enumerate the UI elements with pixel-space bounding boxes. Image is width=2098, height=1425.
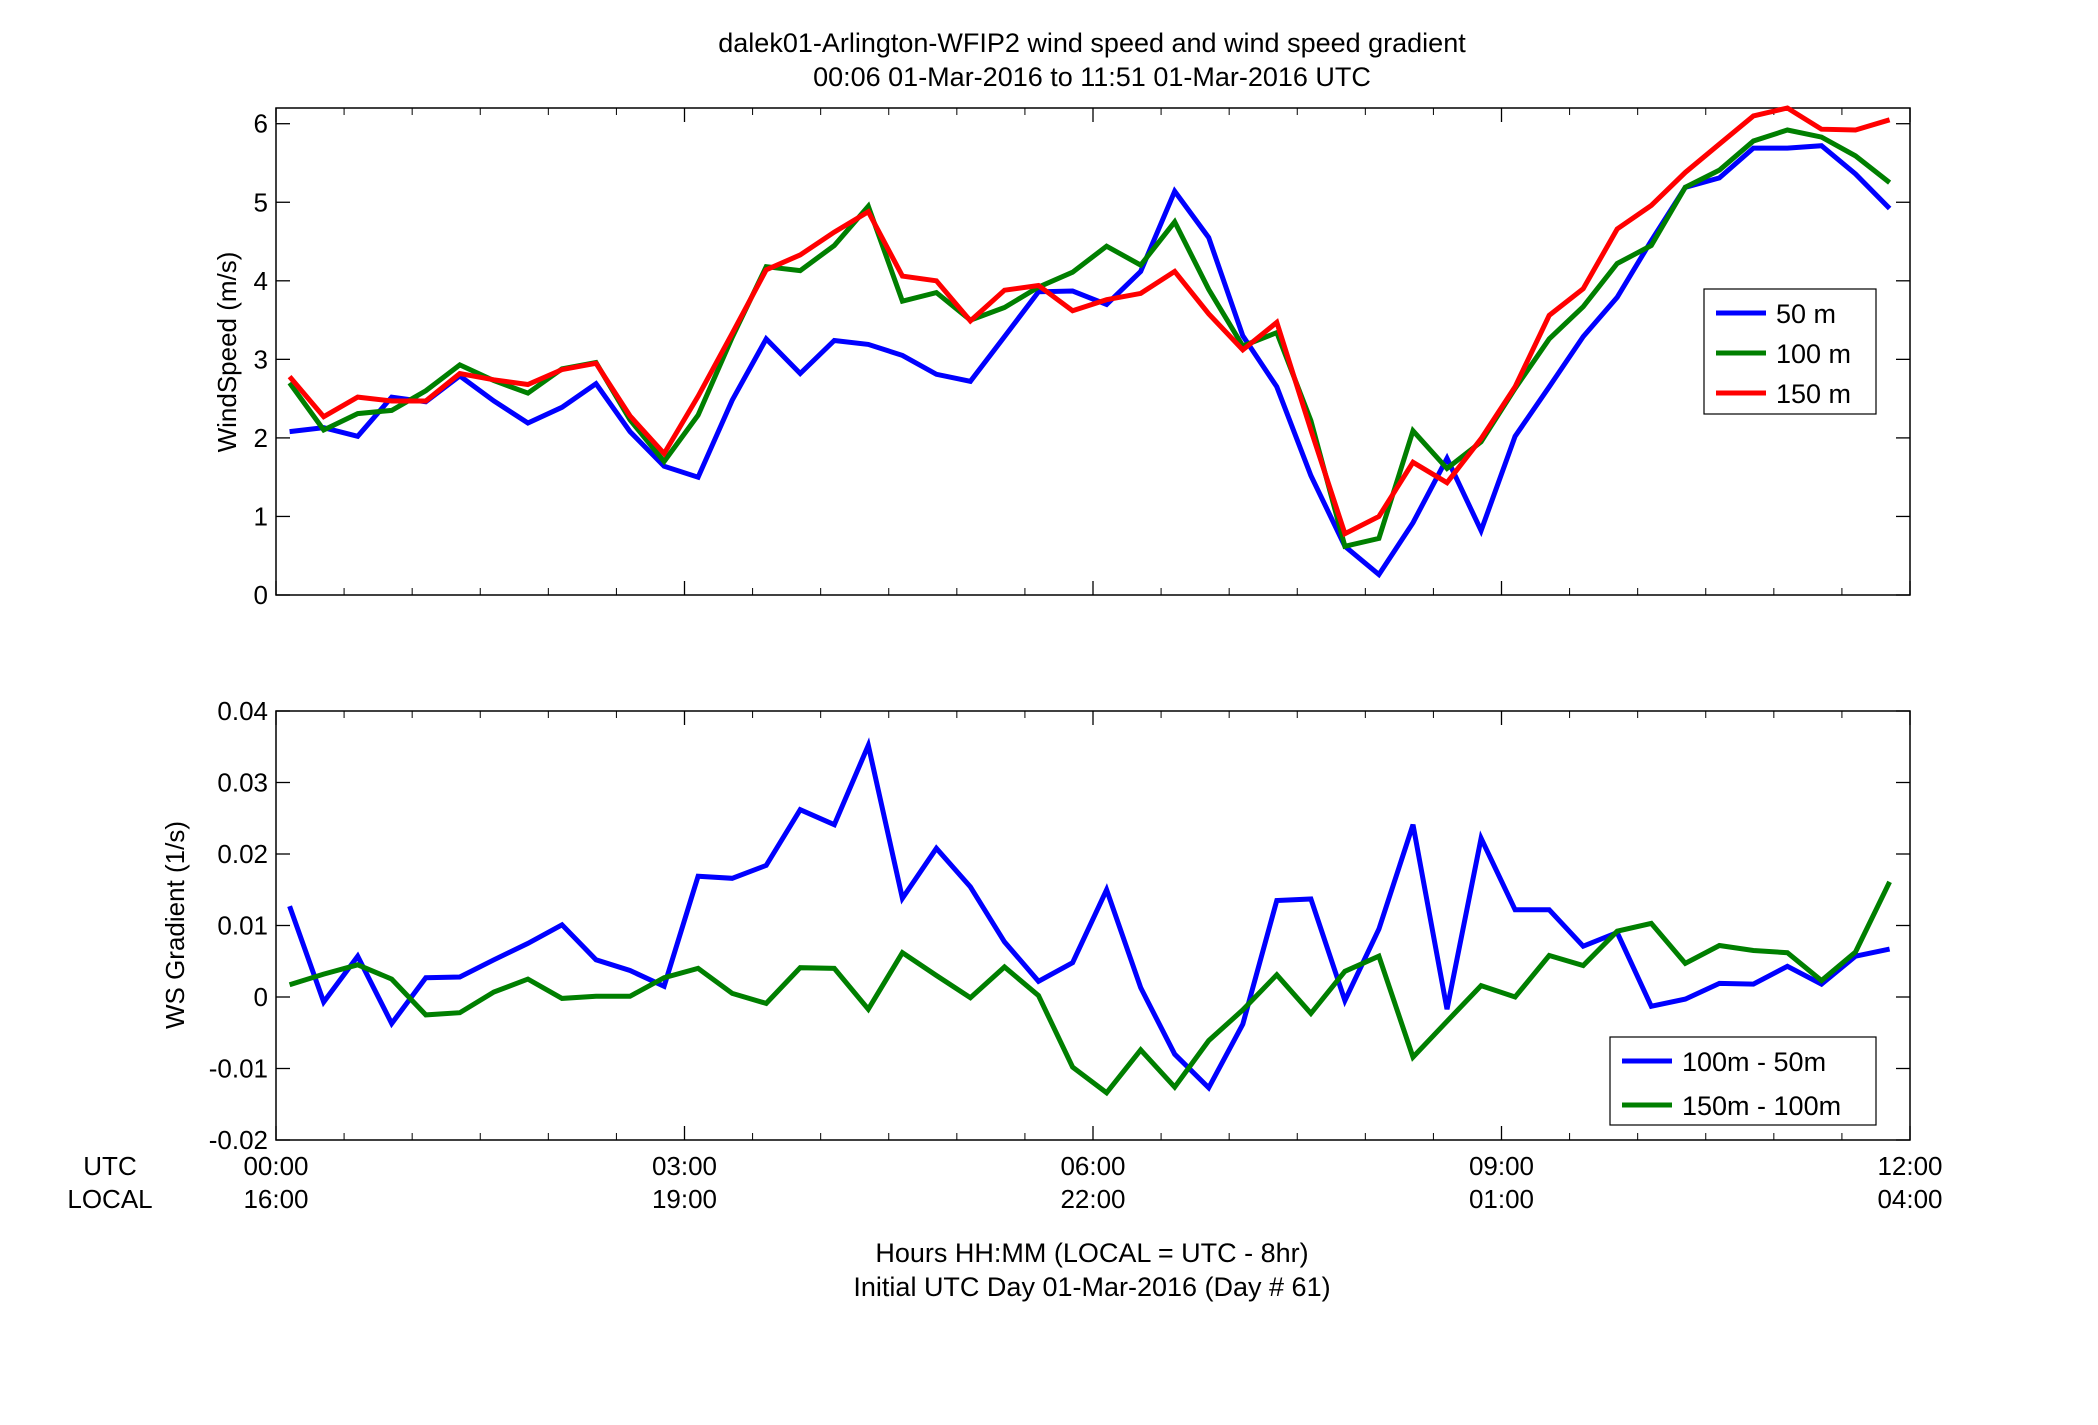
legend-label-50-m: 50 m xyxy=(1776,299,1836,329)
gradient-series xyxy=(287,737,1892,1097)
x-tick-label-utc: 00:00 xyxy=(243,1151,308,1181)
legend-label-100-m: 100 m xyxy=(1776,339,1851,369)
y-tick-label: 0.03 xyxy=(217,768,268,798)
y-tick-label: 0.01 xyxy=(217,911,268,941)
wind-speed-plot-area xyxy=(275,107,1911,596)
x-tick-label-local: 22:00 xyxy=(1060,1184,1125,1214)
series-line-150-m xyxy=(287,105,1891,538)
x-tick-label-local: 04:00 xyxy=(1877,1184,1942,1214)
wind-speed-series xyxy=(287,105,1892,579)
y-tick-label: 2 xyxy=(254,423,268,453)
local-row-label: LOCAL xyxy=(67,1184,152,1214)
y-tick-label: 0 xyxy=(254,982,268,1012)
legend-label-100m-50m: 100m - 50m xyxy=(1682,1047,1826,1077)
x-axis-footer-2: Initial UTC Day 01-Mar-2016 (Day # 61) xyxy=(853,1272,1330,1302)
x-axis-footer-1: Hours HH:MM (LOCAL = UTC - 8hr) xyxy=(875,1238,1308,1268)
gradient-y-ticks: -0.02 -0.01 0 0.01 0.02 0.03 0.04 xyxy=(209,696,1910,1155)
y-tick-label: 0.04 xyxy=(217,696,268,726)
y-tick-label: 0 xyxy=(254,580,268,610)
y-tick-label: 4 xyxy=(254,266,268,296)
y-tick-label: 0.02 xyxy=(217,839,268,869)
x-tick-labels-local: 16:00 19:00 22:00 01:00 04:00 xyxy=(243,1184,1942,1214)
wind-speed-y-ticks: 0 1 2 3 4 5 6 xyxy=(254,109,1910,610)
wind-speed-panel: 0 1 2 3 4 5 6 WindSpeed (m/s) 50 m 100 m 150 m xyxy=(212,105,1911,610)
series-line-50-m xyxy=(289,143,1892,579)
gradient-y-axis-label: WS Gradient (1/s) xyxy=(160,821,190,1029)
x-tick-label-local: 16:00 xyxy=(243,1184,308,1214)
gradient-panel: -0.02 -0.01 0 0.01 0.02 0.03 0.04 WS Gradient … xyxy=(160,696,1911,1155)
x-tick-label-utc: 09:00 xyxy=(1469,1151,1534,1181)
y-tick-label: 1 xyxy=(254,501,268,531)
y-tick-label: -0.01 xyxy=(209,1054,268,1084)
utc-row-label: UTC xyxy=(83,1151,136,1181)
gradient-legend: 100m - 50m 150m - 100m xyxy=(1609,1036,1877,1126)
x-tick-label-utc: 03:00 xyxy=(652,1151,717,1181)
series-line-150m-100m xyxy=(288,880,1892,1097)
x-tick-label-local: 19:00 xyxy=(652,1184,717,1214)
x-tick-label-utc: 12:00 xyxy=(1877,1151,1942,1181)
wind-speed-y-axis-label: WindSpeed (m/s) xyxy=(212,252,242,453)
y-tick-label: -0.02 xyxy=(209,1125,268,1155)
chart-title: dalek01-Arlington-WFIP2 wind speed and w… xyxy=(718,28,1466,58)
chart-subtitle: 00:06 01-Mar-2016 to 11:51 01-Mar-2016 U… xyxy=(813,62,1371,92)
gradient-legend-box xyxy=(1609,1036,1877,1126)
legend-label-150-m: 150 m xyxy=(1776,379,1851,409)
y-tick-label: 3 xyxy=(254,344,268,374)
y-tick-label: 5 xyxy=(254,187,268,217)
x-tick-labels-utc: 00:00 03:00 06:00 09:00 12:00 xyxy=(243,1151,1942,1181)
legend-label-150m-100m: 150m - 100m xyxy=(1682,1091,1841,1121)
y-tick-label: 6 xyxy=(254,109,268,139)
series-line-100m-50m xyxy=(287,737,1891,1092)
x-tick-label-utc: 06:00 xyxy=(1060,1151,1125,1181)
gradient-x-ticks xyxy=(275,711,1911,1140)
x-tick-label-local: 01:00 xyxy=(1469,1184,1534,1214)
wind-speed-x-ticks xyxy=(275,108,1911,595)
wind-speed-legend: 50 m 100 m 150 m xyxy=(1703,288,1877,415)
